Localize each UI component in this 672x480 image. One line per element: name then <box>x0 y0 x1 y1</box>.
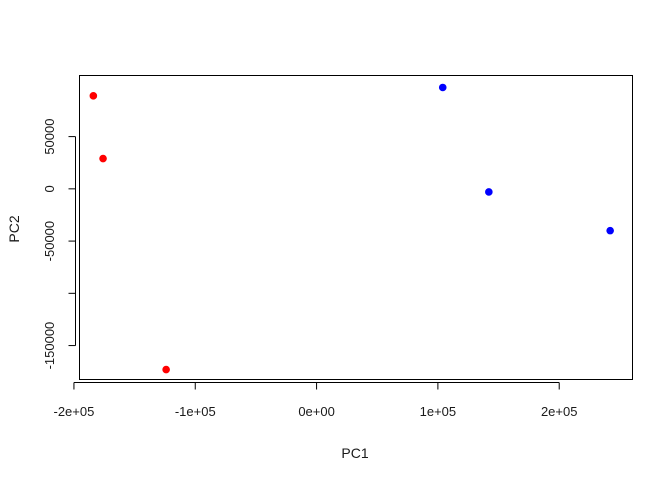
data-point <box>89 92 98 100</box>
x-tick-label: 2e+05 <box>541 404 578 419</box>
x-tick-label: -2e+05 <box>54 404 95 419</box>
y-tick-label: -50000 <box>42 221 57 261</box>
x-axis: -2e+05 -1e+05 0e+00 1e+05 2e+05 <box>54 382 578 419</box>
x-tick-label: 0e+00 <box>298 404 335 419</box>
data-point <box>162 365 170 374</box>
y-tick-label: -150000 <box>42 322 57 370</box>
y-axis: -150000 -50000 0 50000 <box>42 119 76 370</box>
x-axis-title: PC1 <box>341 445 368 461</box>
y-tick-label: 50000 <box>42 119 57 155</box>
x-tick-label: 1e+05 <box>420 404 457 419</box>
data-point <box>438 83 447 92</box>
data-point <box>606 226 614 235</box>
x-tick-label: -1e+05 <box>175 404 216 419</box>
data-point <box>99 154 107 163</box>
data-points <box>89 83 614 374</box>
y-axis-title: PC2 <box>6 215 22 242</box>
data-point <box>485 188 493 196</box>
y-tick-label: 0 <box>42 185 57 192</box>
plot-frame <box>79 75 633 380</box>
